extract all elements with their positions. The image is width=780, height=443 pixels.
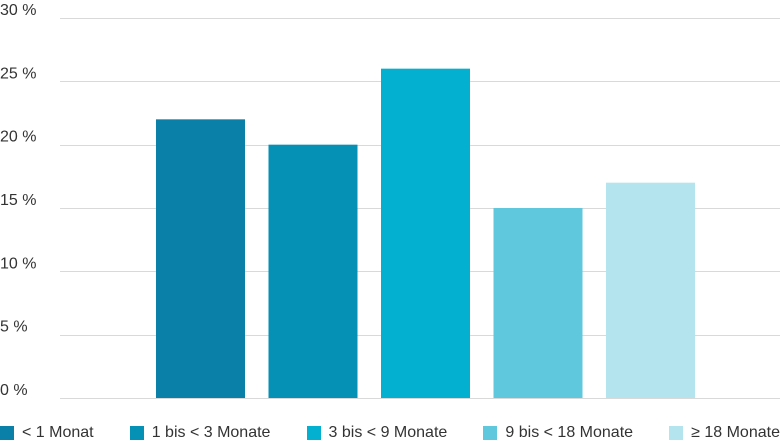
- legend-label: 3 bis < 9 Monate: [328, 424, 448, 441]
- legend: < 1 Monat 1 bis < 3 Monate 3 bis < 9 Mon…: [0, 423, 780, 443]
- y-tick-label: 30 %: [0, 2, 36, 19]
- bar: [606, 182, 695, 398]
- bar: [381, 68, 470, 399]
- legend-item: 3 bis < 9 Monate: [306, 424, 448, 442]
- y-tick-label: 25 %: [0, 65, 36, 82]
- legend-item: ≥ 18 Monate: [669, 424, 780, 442]
- legend-swatch: [129, 426, 144, 440]
- legend-swatch: [0, 426, 14, 440]
- legend-swatch: [669, 426, 684, 440]
- legend-item: 1 bis < 3 Monate: [129, 424, 271, 442]
- legend-item: < 1 Monat: [0, 424, 94, 442]
- bar: [493, 208, 583, 398]
- legend-label: ≥ 18 Monate: [691, 424, 780, 441]
- y-tick-label: 10 %: [0, 255, 36, 272]
- y-tick-label: 5 %: [0, 319, 28, 336]
- bar: [156, 119, 245, 398]
- legend-label: 9 bis < 18 Monate: [505, 424, 634, 441]
- legend-swatch: [483, 426, 498, 440]
- y-tick-label: 15 %: [0, 192, 36, 209]
- legend-swatch: [306, 426, 321, 440]
- legend-label: < 1 Monat: [22, 424, 94, 441]
- y-tick-label: 0 %: [0, 382, 28, 399]
- bar: [268, 144, 358, 398]
- y-tick-label: 20 %: [0, 129, 36, 146]
- legend-label: 1 bis < 3 Monate: [151, 424, 271, 441]
- legend-item: 9 bis < 18 Monate: [483, 424, 633, 442]
